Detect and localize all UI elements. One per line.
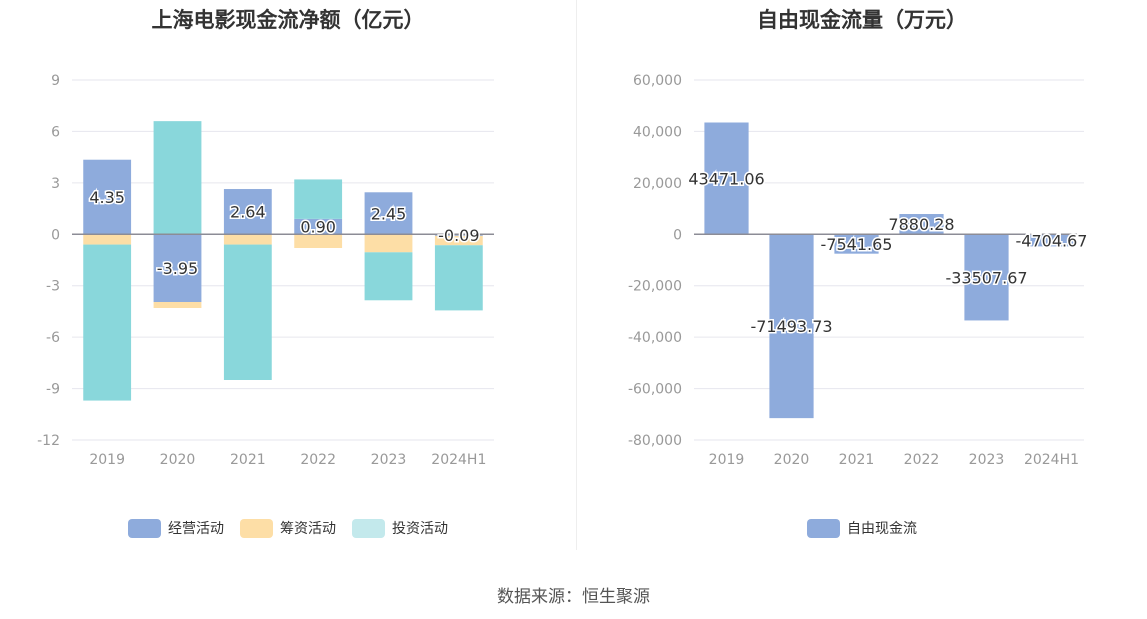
x-tick-label: 2024H1 [1024, 452, 1079, 468]
x-tick-label: 2019 [709, 452, 745, 468]
x-tick-label: 2022 [904, 452, 940, 468]
legend-item-free-cashflow[interactable]: 自由现金流 [807, 518, 917, 538]
legend-swatch-operating [128, 518, 161, 538]
x-tick-label: 2019 [89, 452, 125, 468]
data-label: -4704.67 [1016, 231, 1088, 250]
bar-0-2023[interactable] [364, 192, 413, 235]
bar-2-2024H1[interactable] [434, 245, 483, 311]
data-label: -3.95 [157, 259, 198, 278]
y-tick-label: 20,000 [633, 176, 682, 192]
data-source-footer: 数据来源：恒生聚源 [497, 587, 650, 607]
legend-item-financing[interactable]: 筹资活动 [240, 518, 336, 538]
legend-label-operating: 经营活动 [168, 521, 224, 537]
bar-1-2024H1[interactable] [434, 235, 483, 246]
x-tick-label: 2023 [371, 452, 407, 468]
chart-title-cashflow-net: 上海电影现金流净额（亿元） [151, 8, 425, 32]
bar-0-2024H1[interactable] [1029, 234, 1074, 247]
x-tick-label: 2020 [774, 452, 810, 468]
y-tick-label: -60,000 [628, 382, 682, 398]
bar-1-2020[interactable] [153, 302, 202, 308]
data-label: -33507.67 [945, 268, 1027, 287]
bar-0-2022[interactable] [899, 214, 944, 235]
y-tick-label: -12 [37, 433, 60, 449]
y-tick-label: 60,000 [633, 73, 682, 89]
y-tick-label: 40,000 [633, 124, 682, 140]
bar-1-2022[interactable] [294, 234, 343, 248]
data-label: 2.64 [230, 203, 266, 222]
legend-swatch-investing [352, 518, 385, 538]
bar-2-2021[interactable] [223, 244, 272, 380]
bar-2-2020[interactable] [153, 121, 202, 235]
data-label: -7541.65 [821, 235, 893, 254]
bar-0-2023[interactable] [964, 234, 1009, 321]
legend-item-operating[interactable]: 经营活动 [128, 518, 224, 538]
bar-0-2022[interactable] [294, 218, 343, 235]
y-tick-label: 6 [51, 124, 60, 140]
bar-2-2019[interactable] [83, 244, 132, 401]
data-label: 7880.28 [888, 215, 954, 234]
bar-0-2024H1[interactable] [434, 234, 483, 236]
bar-0-2020[interactable] [769, 234, 814, 419]
y-tick-label: -9 [46, 382, 60, 398]
legend-label-financing: 筹资活动 [280, 521, 336, 537]
bar-1-2019[interactable] [83, 234, 132, 245]
x-tick-label: 2023 [969, 452, 1005, 468]
y-tick-label: 3 [51, 176, 60, 192]
legend-cashflow-net: 经营活动 筹资活动 投资活动 [0, 518, 576, 538]
bar-2-2022[interactable] [294, 179, 343, 219]
y-tick-label: -40,000 [628, 330, 682, 346]
y-tick-label: 0 [673, 227, 682, 243]
legend-label-free-cashflow: 自由现金流 [847, 521, 917, 537]
data-label: -71493.73 [750, 317, 832, 336]
x-tick-label: 2020 [160, 452, 196, 468]
y-tick-label: -20,000 [628, 279, 682, 295]
data-label: -0.09 [438, 226, 479, 245]
x-tick-label: 2021 [839, 452, 875, 468]
chart-title-free-cashflow: 自由现金流量（万元） [757, 8, 967, 32]
bar-0-2021[interactable] [223, 189, 272, 235]
y-tick-label: -6 [46, 330, 60, 346]
cashflow-net-chart: 9 6 3 0 -3 -6 -9 -12 2019 2020 2021 2022 2023 2024H1 4… [37, 73, 494, 468]
bar-0-2020[interactable] [153, 234, 202, 302]
legend-swatch-free-cashflow [807, 518, 840, 538]
legend-swatch-financing [240, 518, 273, 538]
data-label: 0.90 [300, 218, 336, 237]
y-tick-label: 9 [51, 73, 60, 89]
data-label: 2.45 [371, 204, 407, 223]
y-tick-label: -3 [46, 279, 60, 295]
free-cashflow-chart: 60,000 40,000 20,000 0 -20,000 -40,000 -60,000… [628, 73, 1089, 468]
data-label: 43471.06 [688, 169, 764, 188]
x-tick-label: 2022 [300, 452, 336, 468]
x-tick-label: 2021 [230, 452, 266, 468]
bar-0-2019[interactable] [704, 122, 749, 235]
y-tick-label: 0 [51, 227, 60, 243]
legend-free-cashflow: 自由现金流 [577, 518, 1147, 538]
data-label: 4.35 [89, 188, 125, 207]
bar-0-2021[interactable] [834, 234, 879, 254]
legend-label-investing: 投资活动 [392, 521, 448, 537]
x-tick-label: 2024H1 [431, 452, 486, 468]
panel-divider [576, 0, 577, 550]
bar-0-2019[interactable] [83, 159, 132, 235]
y-tick-label: -80,000 [628, 433, 682, 449]
bar-2-2023[interactable] [364, 252, 413, 301]
bar-1-2021[interactable] [223, 234, 272, 245]
legend-item-investing[interactable]: 投资活动 [352, 518, 448, 538]
bar-1-2023[interactable] [364, 234, 413, 253]
